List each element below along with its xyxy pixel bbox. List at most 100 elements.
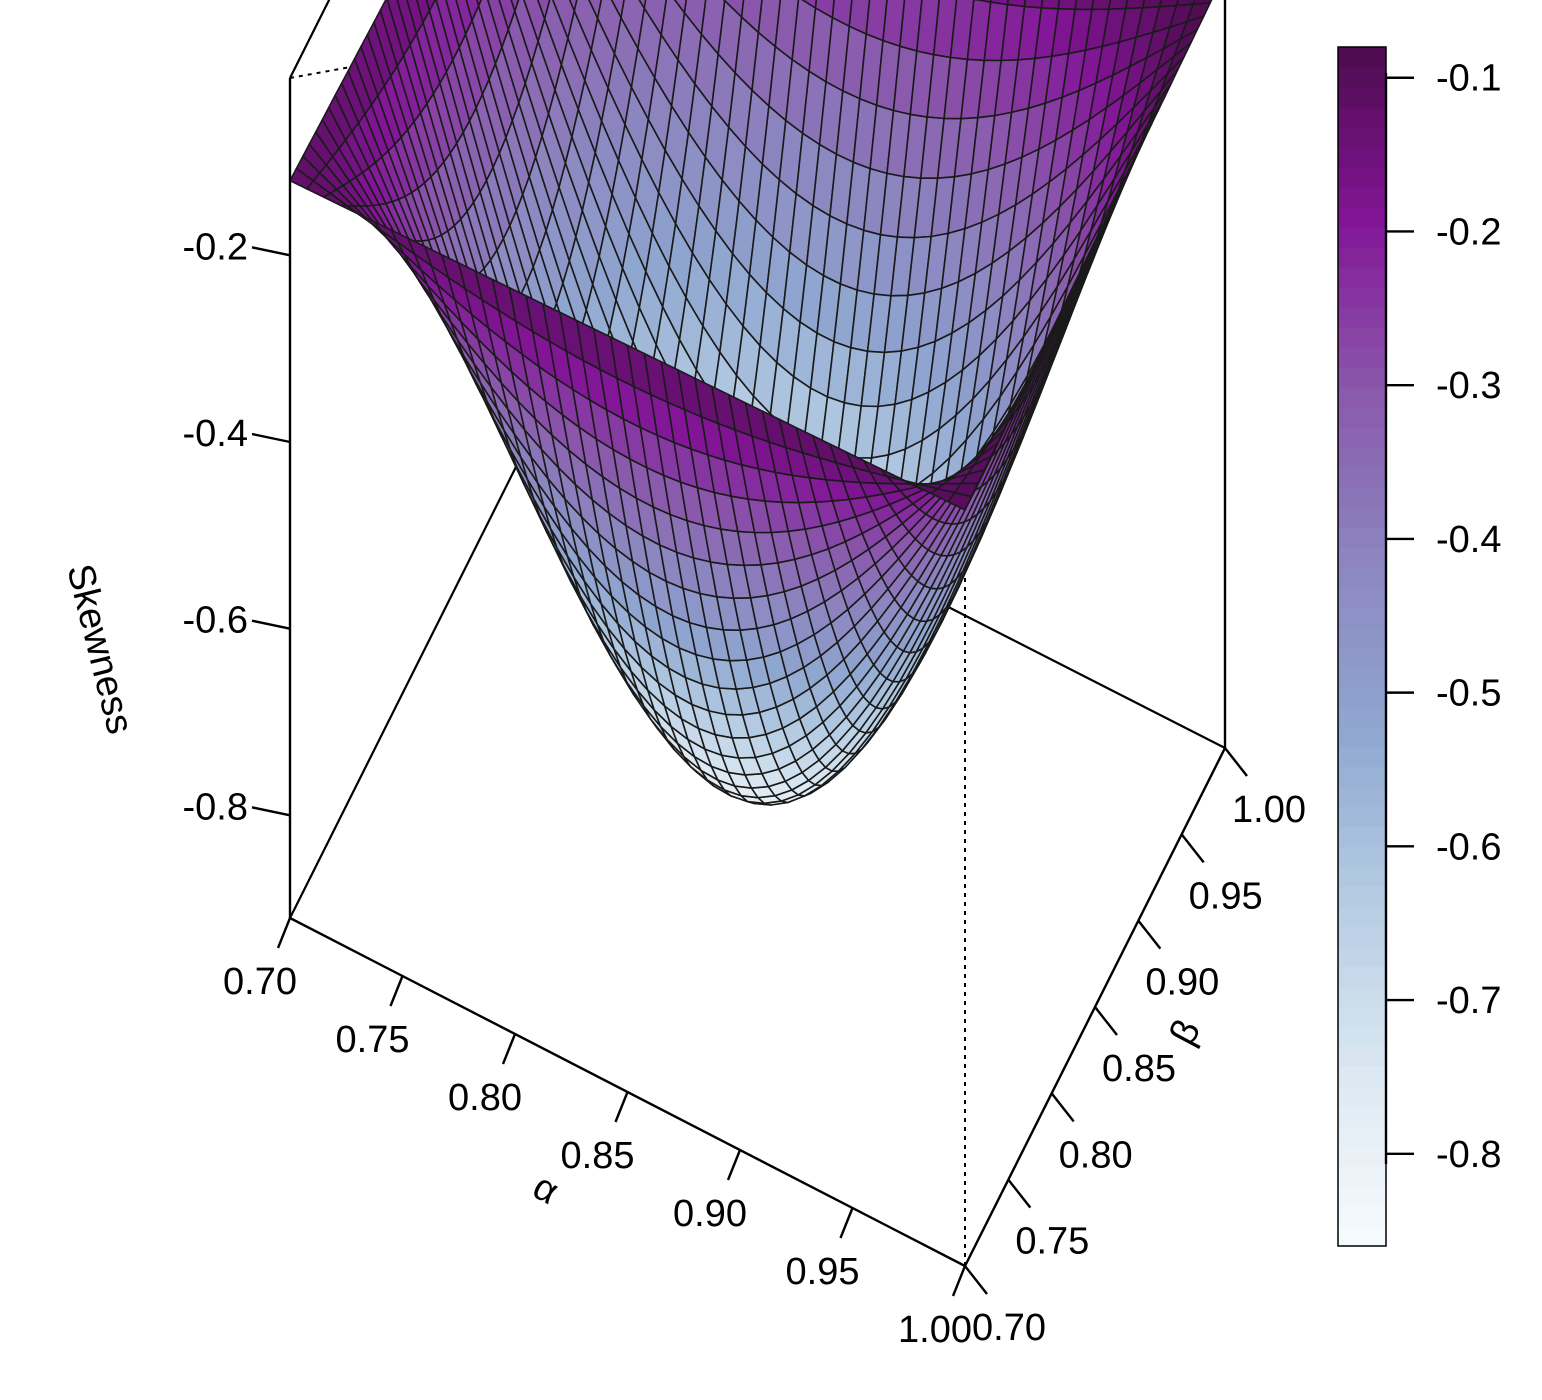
colorbar-segment (1338, 406, 1386, 428)
alpha-tick (614, 1091, 629, 1123)
colorbar-segment (1338, 506, 1386, 528)
colorbar-segment (1338, 66, 1386, 88)
colorbar-segment (1338, 1166, 1386, 1187)
colorbar-segment (1338, 826, 1386, 847)
colorbar-segment (1338, 966, 1386, 987)
alpha-tick (389, 975, 404, 1007)
z-tick-label: -0.2 (183, 226, 248, 268)
beta-tick (1094, 1006, 1118, 1036)
colorbar-segment (1338, 426, 1386, 448)
colorbar-tick-label: -0.2 (1436, 211, 1501, 253)
beta-tick-label: 1.00 (1232, 789, 1306, 831)
colorbar-segment (1338, 906, 1386, 927)
colorbar-segment (1338, 126, 1386, 148)
colorbar-tick-label: -0.8 (1436, 1134, 1501, 1176)
beta-tick-label: 0.75 (1015, 1221, 1089, 1263)
alpha-tick (726, 1149, 742, 1181)
colorbar-segment (1338, 1086, 1386, 1107)
alpha-tick-label: 0.70 (223, 961, 297, 1003)
colorbar-segment (1338, 306, 1386, 328)
colorbar-segment (1338, 86, 1386, 108)
colorbar-segment (1338, 886, 1386, 907)
colorbar-segment (1338, 366, 1386, 388)
beta-tick-label: 0.90 (1145, 962, 1219, 1004)
colorbar-segment (1338, 546, 1386, 568)
beta-axis-title: β (1162, 1013, 1209, 1052)
colorbar-segment (1338, 446, 1386, 468)
colorbar-segment (1338, 1046, 1386, 1067)
colorbar-segment (1338, 486, 1386, 508)
colorbar-segment (1338, 846, 1386, 867)
z-tick-label: -0.4 (183, 413, 248, 455)
beta-tick (1137, 919, 1162, 950)
colorbar-segment (1338, 526, 1386, 548)
beta-tick-label: 0.80 (1059, 1134, 1133, 1176)
colorbar-segment (1338, 386, 1386, 408)
beta-tick (1180, 833, 1205, 864)
colorbar-segment (1338, 926, 1386, 947)
colorbar-tick-label: -0.3 (1436, 365, 1501, 407)
colorbar-segment (1338, 1186, 1386, 1207)
colorbar-tick-label: -0.7 (1436, 980, 1501, 1022)
alpha-tick-label: 0.95 (786, 1251, 860, 1293)
beta-tick (1007, 1178, 1032, 1209)
colorbar-segment (1338, 986, 1386, 1007)
colorbar-segment (1338, 866, 1386, 887)
colorbar-segment (1338, 806, 1386, 827)
colorbar-segment (1338, 666, 1386, 688)
colorbar-segment (1338, 1126, 1386, 1147)
colorbar-segment (1338, 166, 1386, 188)
colorbar-segment (1338, 146, 1386, 168)
colorbar-segment (1338, 1206, 1386, 1227)
alpha-axis-title: α (526, 1166, 565, 1213)
colorbar-segment (1338, 746, 1386, 767)
z-tick (251, 619, 291, 630)
alpha-tick (276, 917, 292, 949)
colorbar-segment (1338, 206, 1386, 228)
colorbar-segment (1338, 946, 1386, 967)
z-tick (251, 806, 291, 817)
alpha-tick-label: 0.75 (336, 1019, 410, 1061)
colorbar-tick-label: -0.5 (1436, 673, 1501, 715)
z-tick (251, 246, 291, 257)
surface-facet (947, 491, 973, 511)
surface-facet (510, 0, 520, 13)
colorbar-segment (1338, 286, 1386, 308)
colorbar-segment (1338, 226, 1386, 248)
colorbar-segment (1338, 646, 1386, 668)
alpha-tick (839, 1207, 854, 1239)
colorbar-tick-label: -0.1 (1436, 58, 1501, 100)
colorbar-segment (1338, 586, 1386, 608)
alpha-tick (951, 1265, 967, 1297)
colorbar-segment (1338, 626, 1386, 648)
colorbar-segment (1338, 686, 1386, 708)
alpha-tick (501, 1033, 517, 1065)
colorbar-segment (1338, 1026, 1386, 1047)
colorbar-segment (1338, 1006, 1386, 1027)
colorbar-segment (1338, 1106, 1386, 1127)
colorbar-segment (1338, 266, 1386, 288)
beta-tick-label: 0.95 (1189, 875, 1263, 917)
colorbar-segment (1338, 726, 1386, 748)
colorbar-segment (1338, 246, 1386, 268)
colorbar-tick-label: -0.4 (1436, 519, 1501, 561)
colorbar-segment (1338, 706, 1386, 728)
colorbar-segment (1338, 47, 1386, 68)
colorbar-segment (1338, 1226, 1386, 1247)
alpha-tick-label: 0.80 (448, 1077, 522, 1119)
back-left-floor-edge (289, 402, 549, 919)
colorbar-segment (1338, 766, 1386, 787)
surface-mesh (289, 0, 1213, 806)
colorbar-tick-label: -0.6 (1436, 826, 1501, 868)
z-tick-label: -0.8 (183, 786, 248, 828)
alpha-tick-label: 0.90 (673, 1193, 747, 1235)
colorbar-segment (1338, 1066, 1386, 1087)
colorbar-segment (1338, 326, 1386, 348)
beta-tick-label: 0.70 (972, 1307, 1046, 1349)
z-axis-title: Skewness (58, 560, 141, 738)
colorbar-segment (1338, 1146, 1386, 1167)
colorbar-segment (1338, 786, 1386, 807)
beta-tick-label: 0.85 (1102, 1048, 1176, 1090)
beta-tick (1050, 1092, 1075, 1123)
